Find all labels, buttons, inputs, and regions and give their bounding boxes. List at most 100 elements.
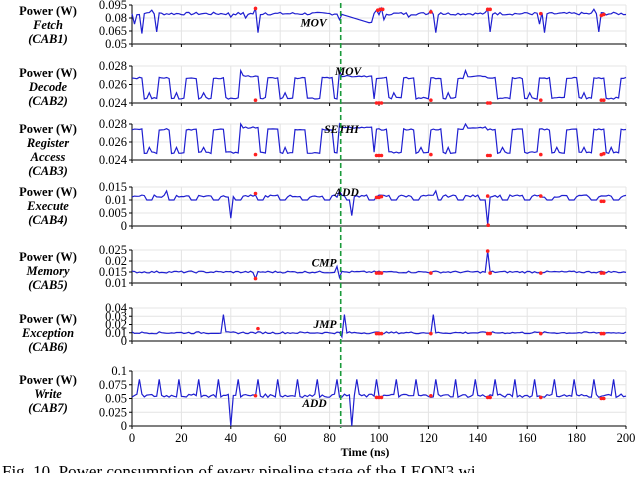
ytick-label: 0.015 (99, 180, 127, 194)
ytick-label: 0.02 (105, 254, 127, 268)
ylabel-stage: Decode (28, 80, 68, 94)
ylabel-stage: Fetch (33, 18, 63, 32)
ytick-label: 0.024 (99, 153, 128, 167)
highlight-marker (538, 271, 543, 275)
power-series-line (131, 6, 627, 34)
xtick-label: 100 (370, 431, 389, 445)
highlight-marker (599, 331, 604, 336)
ylabel-stage: Write (34, 387, 62, 401)
highlight-marker (538, 98, 543, 103)
highlight-marker (601, 12, 606, 17)
ytick-label: 0.026 (99, 78, 127, 92)
highlight-marker (488, 331, 492, 336)
highlight-marker (374, 271, 379, 275)
panel-exception: 0.040.030.020.010 JMP (105, 301, 627, 348)
ylabel-cab: (CAB4) (28, 213, 68, 227)
ytick-label: 0.025 (99, 405, 127, 419)
ytick-label: 0.095 (99, 0, 127, 12)
ylabel-execute: Power (W) Execute (CAB4) (0, 185, 96, 227)
highlight-marker (377, 101, 381, 105)
highlight-marker (488, 271, 492, 275)
ylabel-stage-2: Access (30, 150, 66, 164)
ytick-label: 0.065 (99, 24, 127, 38)
ytick-label: 0.026 (99, 135, 127, 149)
ytick-label: 0.05 (105, 392, 127, 406)
highlight-marker (374, 331, 379, 336)
ytick-label: 0 (121, 219, 127, 233)
ylabel-unit: Power (W) (19, 122, 77, 136)
highlight-marker (601, 271, 606, 275)
ylabel-exception: Power (W) Exception (CAB6) (0, 312, 96, 354)
ylabel-cab: (CAB1) (28, 32, 68, 46)
xtick-label: 80 (323, 431, 336, 445)
highlight-marker (379, 271, 384, 275)
highlight-marker (253, 276, 258, 281)
xtick-label: 120 (419, 431, 438, 445)
highlight-marker (379, 395, 384, 400)
ylabel-unit: Power (W) (19, 185, 77, 199)
highlight-marker (374, 101, 379, 105)
highlight-marker (485, 249, 490, 253)
ytick-label: 0.05 (105, 37, 127, 51)
highlight-marker (538, 152, 543, 157)
ytick-label: 0.024 (99, 96, 128, 110)
highlight-marker (374, 153, 379, 158)
highlight-marker (601, 331, 606, 336)
ytick-label: 0 (121, 419, 127, 433)
ylabel-stage: Memory (26, 264, 70, 278)
ylabel-unit: Power (W) (19, 66, 77, 80)
highlight-marker (601, 396, 606, 401)
ytick-label: 0.02 (105, 318, 127, 332)
highlight-marker (429, 152, 433, 157)
ytick-label: 0.04 (105, 301, 128, 315)
ylabel-stage: Exception (21, 326, 75, 340)
highlight-marker (380, 7, 385, 12)
panel-register-access: 0.028 0.026 0.024 SETHI (99, 117, 627, 167)
highlight-marker (377, 395, 381, 400)
highlight-marker (374, 195, 379, 200)
highlight-marker (377, 271, 381, 275)
highlight-marker (429, 271, 433, 275)
instruction-annotation: ADD (301, 398, 327, 410)
ytick-label: 0.028 (99, 59, 127, 73)
highlight-marker (253, 152, 258, 157)
highlight-marker (429, 393, 433, 398)
ytick-label: 0.025 (99, 243, 127, 257)
ylabel-stage: Execute (27, 199, 69, 213)
highlight-marker (601, 98, 606, 103)
highlight-marker (538, 395, 543, 400)
highlight-marker (379, 194, 384, 199)
instruction-annotation: CMP (312, 258, 338, 270)
highlight-marker (256, 326, 260, 331)
ytick-label: 0.075 (99, 378, 127, 392)
ylabel-cab: (CAB3) (28, 164, 68, 178)
highlight-marker (488, 395, 492, 400)
highlight-marker (379, 153, 384, 158)
highlight-marker (538, 331, 543, 336)
ylabel-unit: Power (W) (19, 250, 77, 264)
highlight-marker (485, 395, 490, 400)
power-series-line (131, 122, 627, 155)
highlight-marker (485, 194, 490, 198)
highlight-marker (253, 191, 258, 196)
ytick-label: 0 (121, 334, 127, 348)
highlight-marker (488, 101, 492, 105)
xtick-label: 200 (617, 431, 636, 445)
ylabel-memory: Power (W) Memory (CAB5) (0, 250, 96, 292)
ytick-label: 0.028 (99, 117, 127, 131)
ylabel-stage: Register (26, 136, 70, 150)
highlight-marker (538, 11, 543, 16)
ytick-label: 0.01 (105, 276, 127, 290)
ylabel-register-access: Power (W) Register Access (CAB3) (0, 122, 96, 178)
power-series-line (131, 251, 627, 281)
power-series-line (131, 68, 627, 100)
highlight-marker (599, 199, 604, 204)
ylabel-unit: Power (W) (19, 312, 77, 326)
ytick-label: 0.08 (105, 11, 127, 25)
ytick-label: 0.005 (99, 206, 127, 220)
ytick-label: 0.03 (105, 309, 127, 323)
